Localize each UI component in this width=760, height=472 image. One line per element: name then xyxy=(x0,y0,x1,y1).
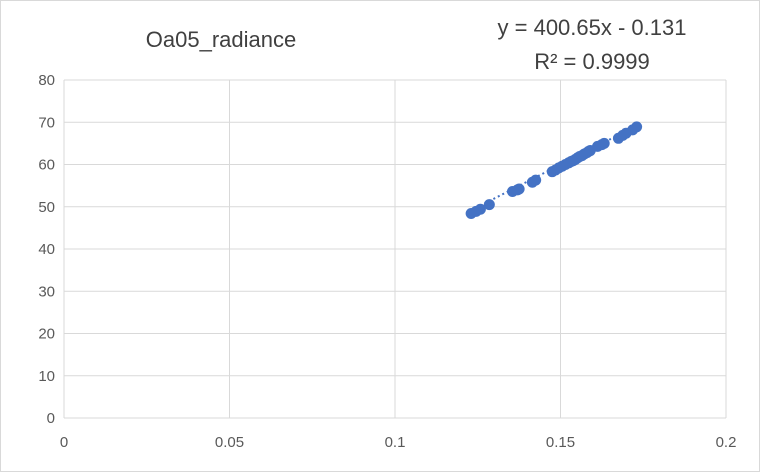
y-tick-label: 30 xyxy=(38,283,55,300)
data-point xyxy=(483,199,495,211)
y-tick-label: 70 xyxy=(38,114,55,131)
y-tick-label: 40 xyxy=(38,241,55,258)
gridlines xyxy=(63,79,727,419)
y-tick-label: 50 xyxy=(38,199,55,216)
data-point xyxy=(530,174,542,186)
data-point xyxy=(631,121,643,133)
trendline-r-squared: R² = 0.9999 xyxy=(534,49,650,74)
tick-labels: 0 10 20 30 40 50 60 70 80 0 0.05 0.1 0.15 0.2 xyxy=(38,72,736,451)
data-point xyxy=(513,183,525,195)
x-tick-label: 0.1 xyxy=(385,434,406,451)
y-tick-label: 10 xyxy=(38,368,55,385)
y-tick-label: 60 xyxy=(38,157,55,174)
chart-title: Oa05_radiance xyxy=(146,27,296,52)
trendline-equation: y = 400.65x - 0.131 xyxy=(498,15,687,40)
x-tick-label: 0.15 xyxy=(546,434,575,451)
data-points xyxy=(465,121,643,220)
y-tick-label: 20 xyxy=(38,326,55,343)
data-point xyxy=(474,203,486,215)
data-point xyxy=(598,137,610,149)
x-tick-label: 0.2 xyxy=(716,434,737,451)
y-tick-label: 0 xyxy=(47,410,55,427)
trendline-group xyxy=(470,123,641,212)
y-tick-label: 80 xyxy=(38,72,55,89)
trendline xyxy=(470,123,641,212)
x-tick-label: 0 xyxy=(60,434,68,451)
x-tick-label: 0.05 xyxy=(215,434,244,451)
